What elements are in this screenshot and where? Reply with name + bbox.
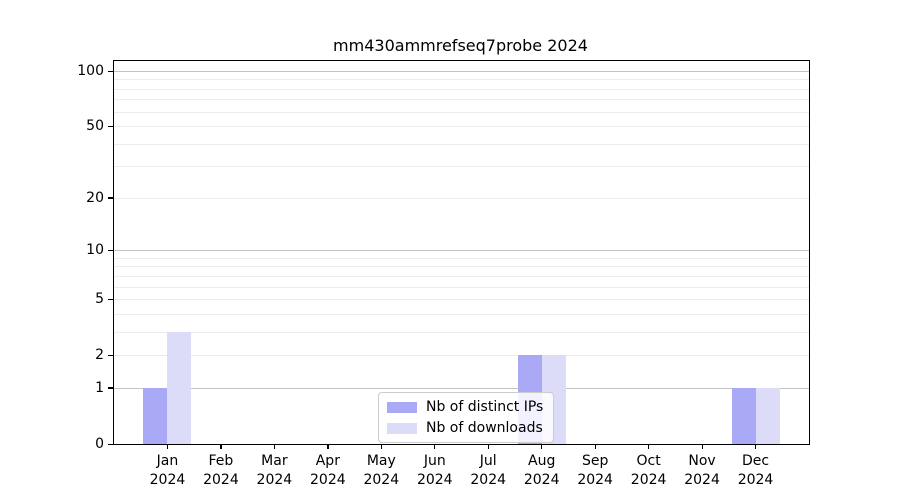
x-tick-may: [380, 444, 382, 449]
y-tick-1: [108, 387, 113, 389]
bar-downloads-jan: [167, 331, 192, 444]
year-label: 2024: [684, 472, 720, 488]
x-tick-jul: [487, 444, 489, 449]
y-tick-5: [108, 298, 113, 300]
year-label: 2024: [737, 472, 774, 488]
month-label: May: [366, 453, 396, 469]
gridline-minor-80: [114, 88, 809, 90]
month-label: Sep: [581, 453, 609, 469]
gridline-minor-2: [114, 355, 809, 357]
x-tick-label-mar: Mar 2024: [257, 452, 293, 490]
x-tick-sep: [594, 444, 596, 449]
x-tick-oct: [648, 444, 650, 449]
chart-title: mm430ammrefseq7probe 2024: [333, 36, 588, 55]
x-tick-dec: [755, 444, 757, 449]
x-tick-label-nov: Nov 2024: [684, 452, 720, 490]
year-label: 2024: [149, 472, 186, 488]
y-tick-label-20: 20: [86, 189, 104, 206]
gridline-minor-8: [114, 266, 809, 268]
y-tick-label-10: 10: [86, 242, 104, 259]
legend: Nb of distinct IPs Nb of downloads: [378, 392, 555, 443]
legend-label-downloads: Nb of downloads: [426, 420, 543, 436]
y-tick-label-100: 100: [77, 63, 104, 79]
gridline-minor-3: [114, 331, 809, 333]
x-tick-label-sep: Sep 2024: [577, 452, 613, 490]
month-label: Oct: [636, 453, 661, 469]
gridline-minor-7: [114, 275, 809, 277]
x-tick-label-oct: Oct 2024: [631, 452, 667, 490]
x-tick-label-jan: Jan 2024: [150, 452, 186, 490]
year-label: 2024: [256, 472, 293, 488]
gridline-minor-50: [114, 126, 809, 128]
gridline-minor-9: [114, 257, 809, 259]
gridline-major-10: [114, 250, 809, 252]
y-tick-0: [108, 443, 113, 445]
year-label: 2024: [310, 472, 346, 488]
year-label: 2024: [203, 472, 239, 488]
x-tick-label-may: May 2024: [363, 452, 399, 490]
legend-swatch-distinct-ips: [387, 401, 417, 413]
x-tick-mar: [273, 444, 276, 449]
legend-item-downloads: Nb of downloads: [387, 420, 543, 436]
x-tick-label-apr: Apr 2024: [310, 452, 346, 490]
year-label: 2024: [577, 472, 613, 488]
gridline-major-100: [114, 71, 809, 72]
legend-item-distinct-ips: Nb of distinct IPs: [387, 399, 543, 415]
gridline-minor-5: [114, 299, 809, 301]
month-label: Dec: [741, 453, 770, 469]
month-label: Jun: [423, 453, 446, 469]
month-label: Aug: [528, 453, 556, 469]
gridline-minor-30: [114, 166, 809, 168]
y-tick-label-2: 2: [95, 347, 104, 364]
gridline-minor-60: [114, 111, 809, 113]
year-label: 2024: [416, 472, 453, 488]
plot-area: Nb of distinct IPs Nb of downloads 0 1 2 5 1…: [77, 60, 810, 488]
y-tick-label-50: 50: [86, 118, 104, 135]
x-tick-apr: [327, 444, 329, 449]
month-label: Nov: [688, 453, 716, 469]
y-tick-10: [108, 249, 113, 251]
gridline-minor-40: [114, 143, 809, 145]
gridline-major-1: [114, 387, 809, 389]
gridline-minor-4: [114, 313, 809, 315]
y-tick-50: [108, 125, 113, 127]
year-label: 2024: [363, 472, 400, 488]
bar-distinct-ips-dec: [731, 387, 756, 444]
gridline-minor-20: [114, 197, 809, 199]
x-tick-label-dec: Dec 2024: [738, 452, 774, 490]
gridline-minor-90: [114, 79, 809, 81]
month-label: Feb: [208, 453, 234, 469]
gridline-minor-6: [114, 286, 809, 288]
x-tick-label-jun: Jun 2024: [417, 452, 453, 490]
y-tick-20: [108, 197, 113, 199]
y-tick-100: [108, 70, 113, 72]
y-tick-2: [108, 354, 113, 356]
x-tick-feb: [220, 444, 222, 449]
y-tick-label-0: 0: [95, 436, 104, 452]
legend-label-distinct-ips: Nb of distinct IPs: [426, 399, 544, 415]
month-label: Apr: [315, 453, 340, 469]
bar-distinct-ips-jan: [143, 387, 168, 444]
legend-swatch-downloads: [387, 422, 417, 434]
x-tick-label-jul: Jul 2024: [470, 452, 506, 490]
month-label: Mar: [261, 453, 288, 469]
gridline-minor-70: [114, 99, 809, 101]
year-label: 2024: [630, 472, 667, 488]
x-tick-nov: [701, 444, 703, 449]
x-tick-jan: [166, 444, 169, 449]
x-tick-label-feb: Feb 2024: [203, 452, 239, 490]
year-label: 2024: [470, 472, 507, 488]
year-label: 2024: [523, 472, 560, 488]
y-tick-label-5: 5: [95, 291, 104, 308]
x-tick-label-aug: Aug 2024: [524, 452, 560, 490]
month-label: Jan: [156, 453, 179, 469]
month-label: Jul: [479, 453, 497, 469]
x-tick-aug: [541, 444, 543, 449]
bar-downloads-dec: [755, 387, 780, 444]
x-tick-jun: [434, 444, 436, 449]
y-tick-label-1: 1: [95, 379, 104, 396]
